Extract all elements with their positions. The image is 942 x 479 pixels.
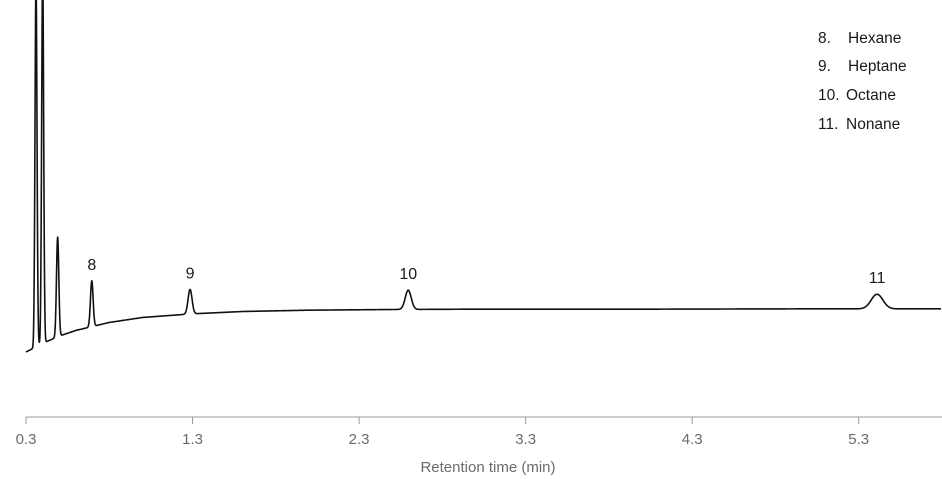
- legend-entry-octane: Octane: [846, 87, 896, 104]
- x-axis-title: Retention time (min): [420, 459, 555, 476]
- x-tick-label: 1.3: [182, 431, 203, 448]
- legend-number-nonane: 11.: [818, 116, 838, 133]
- chromatogram-trace: [25, 0, 941, 353]
- x-tick-label: 4.3: [682, 431, 703, 448]
- peak-apex-11: [876, 293, 878, 295]
- legend-entry-heptane: Heptane: [848, 58, 907, 75]
- x-tick-label: 5.3: [848, 431, 869, 448]
- peak-apex-9: [189, 288, 191, 291]
- x-tick-label: 0.3: [16, 431, 37, 448]
- x-tick-label: 3.3: [515, 431, 536, 448]
- chromatogram-trace-group: [25, 0, 941, 353]
- legend-number-octane: 10.: [818, 87, 840, 104]
- peak-label-8: 8: [87, 257, 96, 274]
- peak-apex-10: [407, 289, 409, 291]
- x-axis: 0.3 1.3 2.3 3.3 4.3 5.3: [16, 416, 942, 448]
- legend-entry-hexane: Hexane: [848, 30, 901, 47]
- x-tick-label: 2.3: [349, 431, 370, 448]
- legend: 8. Hexane 9. Heptane 10. Octane 11. Nona…: [818, 30, 907, 133]
- peak-label-9: 9: [186, 265, 195, 282]
- peak-label-10: 10: [399, 266, 417, 283]
- peak-apex-unlabeled-2: [57, 236, 59, 238]
- peak-apex-8: [91, 280, 93, 282]
- legend-entry-nonane: Nonane: [846, 116, 900, 133]
- legend-number-heptane: 9.: [818, 58, 831, 75]
- peak-labels: 8 9 10 11: [57, 236, 886, 295]
- peak-label-11: 11: [869, 270, 886, 287]
- legend-number-hexane: 8.: [818, 30, 831, 47]
